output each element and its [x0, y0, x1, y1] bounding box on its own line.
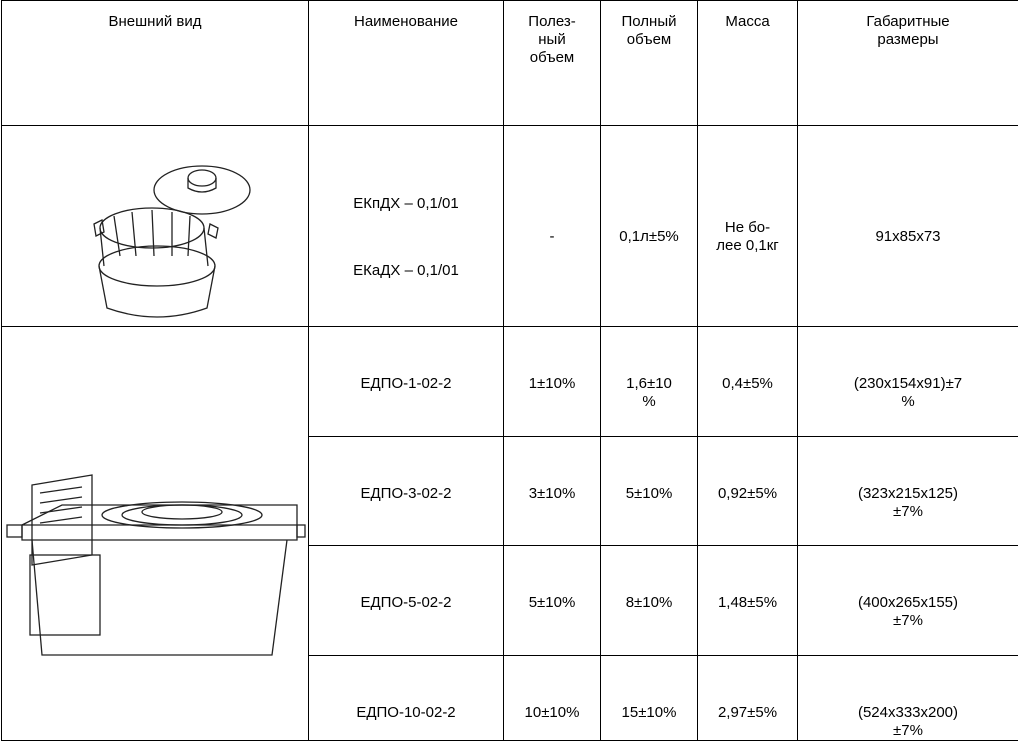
mass-cell: 1,48±5%: [698, 546, 798, 656]
cell-text: Наименование: [313, 13, 499, 31]
cell-text: 15±10%: [605, 704, 693, 722]
full-volume-cell: 0,1л±5%: [601, 126, 698, 327]
name-cell: ЕДПО-1-02-2: [309, 327, 504, 437]
cell-text: 91x85x73: [802, 228, 1014, 246]
container-image: [2, 375, 307, 675]
cell-text: 10±10%: [508, 704, 596, 722]
cell-text: ±7%: [802, 722, 1014, 740]
name-cell: ЕКпДХ – 0,1/01 ЕКаДХ – 0,1/01: [309, 126, 504, 327]
cell-text: (400x265x155): [802, 594, 1014, 612]
cell-text: %: [802, 393, 1014, 411]
useful-volume-cell: 10±10%: [504, 656, 601, 741]
mass-cell: Не бо-лее 0,1кг: [698, 126, 798, 327]
cell-text: -: [508, 228, 596, 246]
mass-cell: 0,92±5%: [698, 437, 798, 546]
image-cell: [2, 126, 309, 327]
cell-text: размеры: [802, 31, 1014, 49]
cell-text: ный: [508, 31, 596, 49]
mass-cell: 2,97±5%: [698, 656, 798, 741]
cell-text: 1,6±10: [605, 375, 693, 393]
cell-text: (230x154x91)±7: [802, 375, 1014, 393]
useful-volume-cell: 1±10%: [504, 327, 601, 437]
cell-text: (524x333x200): [802, 704, 1014, 722]
header-cell: Масса: [698, 1, 798, 126]
cell-text: 2,97±5%: [702, 704, 793, 722]
cell-text: 8±10%: [605, 594, 693, 612]
size-cell: (524x333x200)±7%: [798, 656, 1018, 741]
cell-text: объем: [605, 31, 693, 49]
cell-text: ЕДПО-5-02-2: [313, 594, 499, 612]
useful-volume-cell: 5±10%: [504, 546, 601, 656]
cell-text: 0,1л±5%: [605, 228, 693, 246]
useful-volume-cell: 3±10%: [504, 437, 601, 546]
cell-text: Масса: [702, 13, 793, 31]
useful-volume-cell: -: [504, 126, 601, 327]
cell-text: 0,92±5%: [702, 485, 793, 503]
cell-text: 5±10%: [508, 594, 596, 612]
cell-text: ±7%: [802, 503, 1014, 521]
cell-text: Габаритные: [802, 13, 1014, 31]
full-volume-cell: 1,6±10%: [601, 327, 698, 437]
size-cell: (323x215x125)±7%: [798, 437, 1018, 546]
header-cell: Внешний вид: [2, 1, 309, 126]
cell-text: ЕКаДХ – 0,1/01: [313, 262, 499, 280]
cell-text: (323x215x125): [802, 485, 1014, 503]
size-cell: (230x154x91)±7%: [798, 327, 1018, 437]
cell-text: 5±10%: [605, 485, 693, 503]
full-volume-cell: 8±10%: [601, 546, 698, 656]
cell-text: Полный: [605, 13, 693, 31]
cell-text: 0,4±5%: [702, 375, 793, 393]
cell-text: лее 0,1кг: [702, 237, 793, 255]
cell-text: Внешний вид: [6, 13, 304, 31]
size-cell: 91x85x73: [798, 126, 1018, 327]
cell-text: Не бо-: [702, 219, 793, 237]
cell-text: ЕДПО-1-02-2: [313, 375, 499, 393]
row: ЕКпДХ – 0,1/01 ЕКаДХ – 0,1/01 - 0,1л±5% Н…: [2, 126, 1018, 327]
cell-text: Полез-: [508, 13, 596, 31]
full-volume-cell: 5±10%: [601, 437, 698, 546]
pot-image: [2, 148, 307, 326]
cell-text: ЕКпДХ – 0,1/01: [313, 195, 499, 213]
name-cell: ЕДПО-10-02-2: [309, 656, 504, 741]
cell-text: ЕДПО-10-02-2: [313, 704, 499, 722]
full-volume-cell: 15±10%: [601, 656, 698, 741]
cell-text: 1,48±5%: [702, 594, 793, 612]
cell-text: %: [605, 393, 693, 411]
cell-text: 3±10%: [508, 485, 596, 503]
row: ЕДПО-1-02-2 1±10% 1,6±10% 0,4±5% (230x15…: [2, 327, 1018, 437]
cell-text: 1±10%: [508, 375, 596, 393]
header-cell: Наименование: [309, 1, 504, 126]
cell-text: ±7%: [802, 612, 1014, 630]
name-cell: ЕДПО-3-02-2: [309, 437, 504, 546]
name-cell: ЕДПО-5-02-2: [309, 546, 504, 656]
size-cell: (400x265x155)±7%: [798, 546, 1018, 656]
cell-text: ЕДПО-3-02-2: [313, 485, 499, 503]
cell-text: объем: [508, 49, 596, 67]
mass-cell: 0,4±5%: [698, 327, 798, 437]
image-cell: [2, 327, 309, 741]
